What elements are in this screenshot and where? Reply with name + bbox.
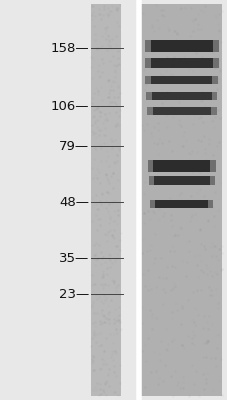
Bar bbox=[147, 160, 153, 172]
Text: 48—: 48— bbox=[59, 196, 89, 208]
Text: 23—: 23— bbox=[58, 288, 89, 300]
Bar bbox=[146, 92, 151, 100]
Bar bbox=[150, 200, 155, 208]
Bar bbox=[91, 4, 120, 396]
Bar bbox=[144, 40, 218, 52]
Bar bbox=[209, 176, 214, 185]
Bar bbox=[148, 176, 214, 185]
Bar bbox=[150, 200, 212, 208]
Bar bbox=[145, 76, 217, 84]
Bar bbox=[210, 160, 215, 172]
Bar bbox=[146, 107, 152, 115]
Bar bbox=[147, 160, 215, 172]
Bar bbox=[141, 4, 221, 396]
Text: 79—: 79— bbox=[59, 140, 89, 152]
Bar bbox=[145, 76, 151, 84]
Bar bbox=[146, 107, 216, 115]
Bar bbox=[212, 40, 218, 52]
Bar bbox=[212, 58, 218, 68]
Bar bbox=[211, 92, 217, 100]
Bar bbox=[210, 107, 216, 115]
Bar bbox=[212, 76, 217, 84]
Text: 158—: 158— bbox=[50, 42, 89, 54]
Bar bbox=[146, 92, 217, 100]
Bar bbox=[144, 58, 218, 68]
Bar bbox=[144, 40, 150, 52]
Bar bbox=[207, 200, 212, 208]
Bar bbox=[148, 176, 153, 185]
Text: 106—: 106— bbox=[50, 100, 89, 112]
Bar bbox=[144, 58, 150, 68]
Text: 35—: 35— bbox=[58, 252, 89, 264]
